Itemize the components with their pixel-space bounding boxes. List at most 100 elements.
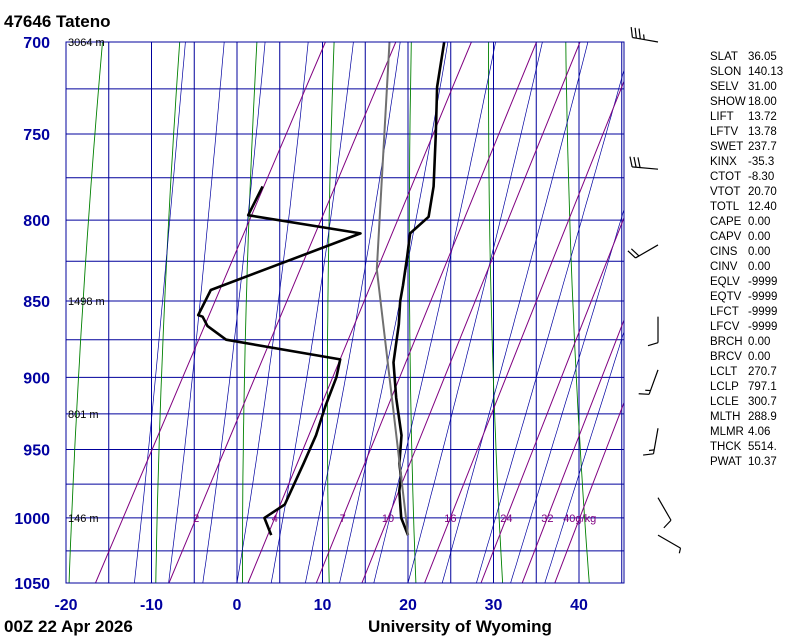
mixing-ratio-label: 7 [340, 513, 346, 525]
index-row: LFCV -9999 [710, 320, 783, 335]
index-row: SHOW 18.00 [710, 95, 783, 110]
index-row: BRCV 0.00 [710, 350, 783, 365]
moist-adiabat [476, 68, 624, 583]
pressure-tick-label: 700 [23, 35, 50, 52]
index-value: 36.05 [748, 51, 777, 63]
dewpoint-line [196, 185, 362, 536]
wind-barb-half-flag [648, 449, 655, 452]
dry-adiabat [242, 42, 258, 583]
index-row: SWET 237.7 [710, 140, 783, 155]
wind-barb-half-flag [643, 34, 645, 40]
temperature-tick-label: 0 [233, 597, 242, 614]
temperature-tick-label: 20 [399, 597, 417, 614]
mixing-ratio-line [521, 318, 624, 583]
index-row: CINS 0.00 [710, 245, 783, 260]
wind-barb-staff [652, 428, 659, 454]
index-value: 31.00 [748, 81, 777, 93]
wind-barb-staff [635, 244, 659, 259]
mixing-ratio-line [554, 401, 624, 583]
mixing-ratio-line [480, 216, 624, 583]
index-row: LFCT -9999 [710, 305, 783, 320]
index-row: EQLV -9999 [710, 275, 783, 290]
moist-adiabat [441, 42, 589, 583]
index-value: 0.00 [748, 336, 771, 348]
moist-adiabat [305, 42, 401, 583]
index-value: 20.70 [748, 186, 777, 198]
index-key: KINX [710, 156, 737, 168]
index-key: CAPV [710, 231, 742, 243]
mixing-ratio-label: 10 [382, 513, 394, 525]
wind-barb-flag [647, 342, 659, 347]
wind-barb [657, 497, 672, 529]
index-value: 5514. [748, 441, 777, 453]
dry-adiabat [68, 42, 103, 583]
index-value: 13.72 [748, 111, 777, 123]
isotherm-line [323, 42, 594, 583]
dry-adiabat [155, 42, 181, 583]
wind-barb-flag [634, 27, 637, 39]
index-key: LFTV [710, 126, 739, 138]
wind-barb [629, 156, 659, 170]
index-key: BRCH [710, 336, 743, 348]
index-row: LCLE 300.7 [710, 395, 783, 410]
mixing-ratio-label: 4 [272, 513, 278, 525]
index-key: PWAT [710, 456, 742, 468]
index-key: CINV [710, 261, 738, 273]
index-value: -9999 [748, 291, 778, 303]
wind-barb-flag [630, 27, 633, 38]
plot-frame [65, 41, 625, 584]
wind-barb [627, 244, 659, 259]
index-row: CINV 0.00 [710, 260, 783, 275]
index-row: CTOT -8.30 [710, 170, 783, 185]
isotherm-line [237, 42, 508, 583]
index-key: MLTH [710, 411, 741, 423]
observation-time: 00Z 22 Apr 2026 [4, 617, 133, 636]
index-key: SWET [710, 141, 744, 153]
index-key: SLON [710, 66, 742, 78]
index-value: 0.00 [748, 216, 771, 228]
index-row: PWAT 10.37 [710, 455, 783, 470]
index-key: CTOT [710, 171, 742, 183]
index-value: 0.00 [748, 261, 771, 273]
index-value: 300.7 [748, 396, 777, 408]
wind-barb-flag [638, 28, 641, 39]
station-title: 47646 Tateno [4, 12, 111, 31]
height-label: 146 m [68, 513, 99, 525]
mixing-ratio-line [168, 42, 397, 583]
temperature-tick-label: 10 [314, 597, 332, 614]
index-key: LIFT [710, 111, 734, 123]
moist-adiabat [510, 208, 624, 583]
index-key: LCLT [710, 366, 738, 378]
index-row: CAPE 0.00 [710, 215, 783, 230]
indices-table: SLAT 36.05 SLON 140.13 SELV 31.00 SHOW 18.00 LIF… [710, 50, 783, 470]
index-row: SELV 31.00 [710, 80, 783, 95]
index-row: VTOT 20.70 [710, 185, 783, 200]
index-key: MLMR [710, 426, 744, 438]
index-row: LCLP 797.1 [710, 380, 783, 395]
temperature-line [392, 42, 446, 536]
index-row: THCK 5514. [710, 440, 783, 455]
dry-adiabat [408, 42, 417, 583]
index-value: -9999 [748, 306, 778, 318]
index-value: -8.30 [748, 171, 775, 183]
index-row: LFTV 13.78 [710, 125, 783, 140]
index-key: CAPE [710, 216, 742, 228]
index-value: 18.00 [748, 96, 777, 108]
moist-adiabat [339, 42, 449, 583]
index-key: LCLE [710, 396, 739, 408]
index-value: 0.00 [748, 246, 771, 258]
dry-adiabat [643, 42, 676, 583]
index-value: 4.06 [748, 426, 771, 438]
wind-barb-staff [648, 369, 659, 395]
isotherm-line [408, 42, 679, 583]
height-label: 1498 m [68, 296, 105, 308]
wind-barb [657, 534, 682, 554]
isotherm-line [66, 42, 337, 583]
moist-adiabat [544, 330, 624, 583]
index-value: 0.00 [748, 231, 771, 243]
index-value: 140.13 [748, 66, 784, 78]
temperature-tick-label: -10 [140, 597, 163, 614]
index-key: THCK [710, 441, 742, 453]
mixing-ratio-line [424, 79, 624, 583]
wind-barb [638, 369, 659, 395]
